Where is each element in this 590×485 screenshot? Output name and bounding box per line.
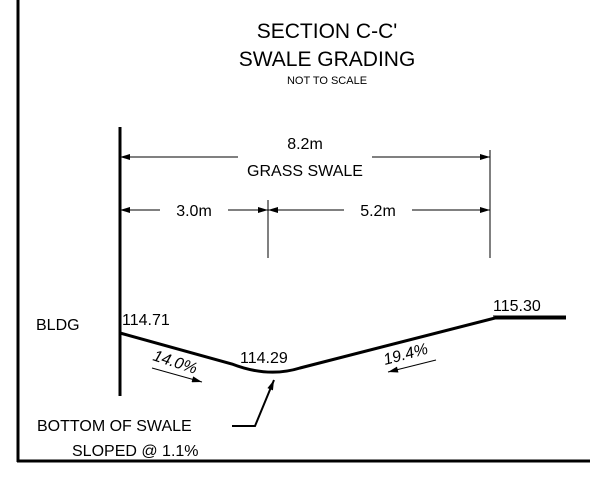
elevation: 114.29 [240, 350, 288, 367]
elevation: 115.30 [493, 298, 541, 315]
slope-arrow [387, 359, 437, 373]
dim-overall-label: GRASS SWALE [247, 163, 363, 180]
ground-profile [119, 316, 566, 374]
note: SLOPED @ 1.1% [72, 443, 199, 460]
slope-arrow [151, 367, 203, 383]
dim-right: 5.2m [360, 203, 396, 220]
bldg-label: BLDG [36, 317, 80, 334]
dim-left: 3.0m [176, 203, 212, 220]
elevation: 114.71 [122, 312, 170, 329]
note: BOTTOM OF SWALE [37, 418, 192, 435]
frame [16, 0, 590, 463]
title: SECTION C-C' [257, 20, 398, 43]
subtitle: SWALE GRADING [239, 48, 416, 71]
dim-overall: 8.2m [287, 136, 323, 153]
scale-note: NOT TO SCALE [287, 75, 367, 87]
leader [232, 379, 275, 427]
dimension-lines [120, 150, 491, 258]
